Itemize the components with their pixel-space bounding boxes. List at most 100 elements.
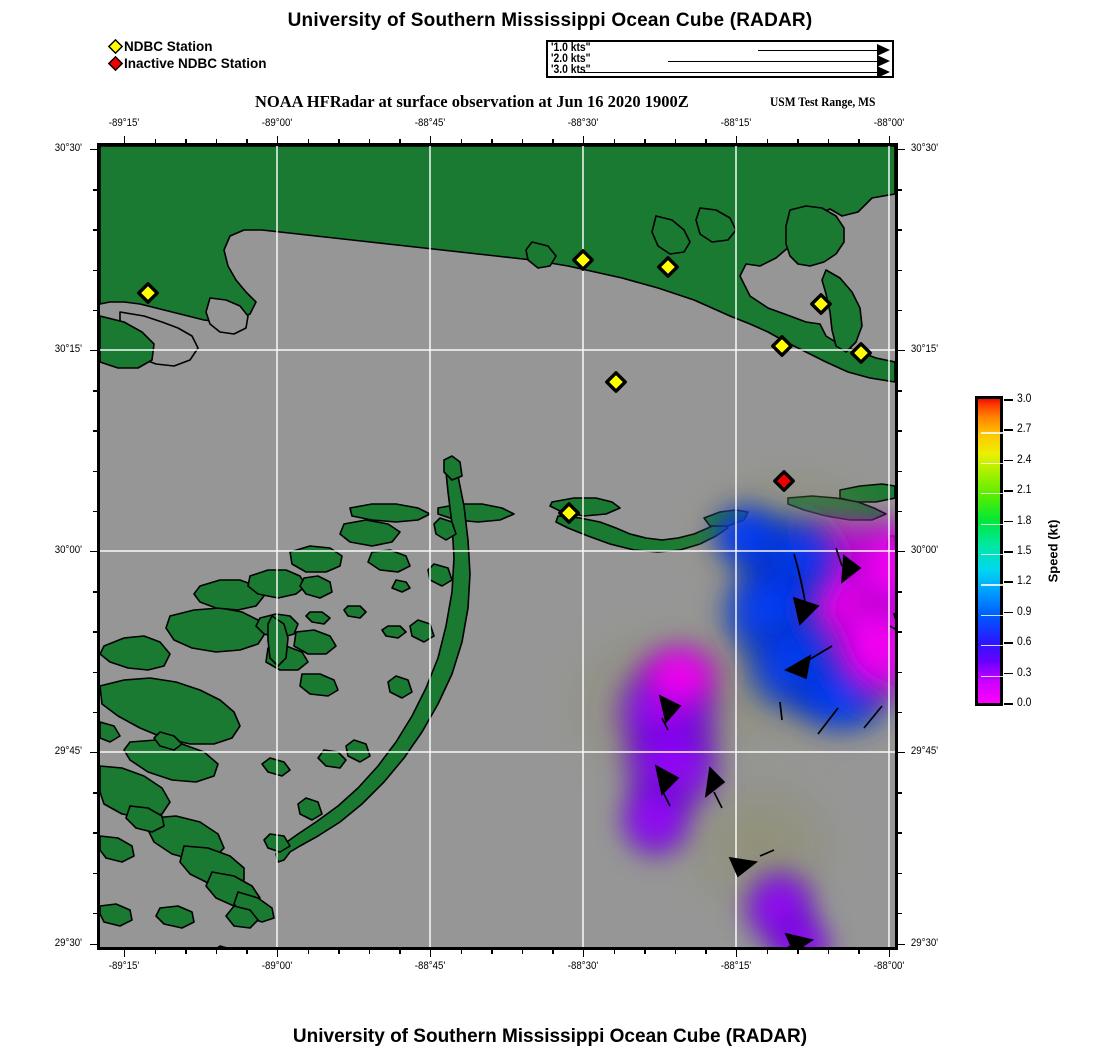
x-tick-minor [766,139,768,143]
y-axis-label-left: 30°15' [54,343,82,355]
x-tick-minor [368,950,371,954]
y-axis-label-right: 29°30' [910,937,939,949]
colorbar-tick-label: 0.0 [1017,697,1032,709]
x-tick-minor [858,139,860,143]
x-tick-minor [521,950,524,954]
x-tick-major [736,950,738,957]
y-axis-label-right: 30°00' [910,544,939,556]
x-tick-minor [827,139,830,143]
colorbar-tick-label: 2.7 [1017,423,1032,436]
x-tick-minor [491,139,493,143]
y-tick-major [90,149,97,151]
y-tick-minor [93,912,97,915]
x-tick-minor [307,139,309,143]
x-tick-minor [797,950,799,954]
colorbar-tick-label: 2.1 [1017,484,1032,497]
y-tick-minor [93,711,97,714]
x-axis-label-top: -88°00' [873,117,905,129]
station-legend: NDBC Station Inactive NDBC Station [107,38,267,72]
y-tick-minor [93,390,97,392]
x-tick-minor [705,950,707,954]
colorbar-tick [1004,399,1013,401]
x-axis-label-top: -88°45' [414,117,446,129]
colorbar-tick-label: 1.2 [1017,575,1032,588]
x-tick-minor [399,139,401,143]
x-tick-minor [827,950,830,954]
colorbar-gradient [975,396,1003,706]
y-tick-minor [898,189,902,191]
y-tick-minor [898,832,902,834]
x-axis-label-top: -89°15' [108,117,140,129]
y-tick-major [90,551,97,553]
colorbar-separator [981,675,1003,677]
vector-scale-label-1: '1.0 kts" [551,42,591,54]
x-tick-major [124,136,126,143]
inactive-ndbc-station-diamond-icon [107,55,124,71]
y-tick-minor [898,912,902,915]
colorbar-separator [981,645,1003,647]
map-canvas [100,146,895,947]
x-tick-minor [185,139,187,143]
colorbar-tick [1004,581,1013,583]
colorbar-tick-label: 1.8 [1017,514,1032,527]
colorbar-tick-label: 2.4 [1017,453,1032,466]
colorbar-separator [981,493,1003,495]
colorbar-separator [981,432,1003,434]
vector-scale-line-3 [578,72,878,73]
y-tick-minor [898,671,902,673]
y-tick-minor [93,591,97,593]
ndbc-station-diamond-icon [107,38,124,54]
y-tick-minor [898,229,902,231]
y-tick-minor [898,631,902,633]
y-tick-minor [898,872,902,874]
colorbar-tick-label: 1.5 [1017,545,1032,557]
x-axis-label-top: -89°00' [261,117,293,129]
x-tick-minor [766,950,768,954]
y-tick-minor [898,390,902,392]
map-graphics [100,146,895,947]
legend-label-ndbc-station: NDBC Station [124,38,213,54]
y-axis-label-left: 30°00' [54,544,82,556]
y-tick-minor [93,189,97,191]
y-tick-major [898,752,905,754]
x-tick-major [430,136,432,143]
x-tick-minor [797,139,799,143]
x-axis-label-top: -88°15' [720,117,752,129]
y-axis-label-right: 29°45' [910,745,939,757]
vector-scale-line-1 [758,50,878,51]
y-tick-minor [93,671,97,673]
colorbar-title: Speed (kt) [1045,519,1061,583]
y-tick-minor [898,591,902,593]
y-tick-minor [898,510,902,513]
y-tick-major [898,149,905,151]
vector-scale-label-3: '3.0 kts" [551,64,591,76]
y-axis-label-left: 29°45' [54,745,82,757]
colorbar-tick [1004,672,1013,675]
x-tick-minor [246,139,248,143]
x-tick-major [583,950,585,957]
radar-map[interactable] [97,143,898,950]
vector-scale-row-1: '1.0 kts" [548,42,892,56]
x-axis-label-bottom: -89°00' [261,960,293,972]
x-tick-minor [154,139,156,143]
x-axis-label-bottom: -88°45' [414,960,446,972]
legend-item-inactive-ndbc-station: Inactive NDBC Station [107,55,267,71]
y-tick-major [90,944,97,946]
y-tick-minor [93,872,97,874]
x-tick-minor [460,950,462,954]
colorbar-tick [1004,642,1013,644]
y-tick-major [90,752,97,754]
x-tick-minor [154,950,156,954]
y-tick-minor [898,792,902,794]
vector-scale-arrowhead-3 [877,66,890,78]
y-tick-major [898,944,905,946]
x-tick-minor [858,950,860,954]
y-axis-label-right: 30°30' [910,142,939,154]
x-tick-minor [246,950,248,954]
map-gridlines [100,146,895,947]
y-tick-minor [93,510,97,513]
x-axis-label-bottom: -88°15' [720,960,752,972]
vector-scale-label-2: '2.0 kts" [551,53,591,65]
y-tick-minor [898,470,902,472]
y-axis-label-left: 30°30' [54,142,82,154]
